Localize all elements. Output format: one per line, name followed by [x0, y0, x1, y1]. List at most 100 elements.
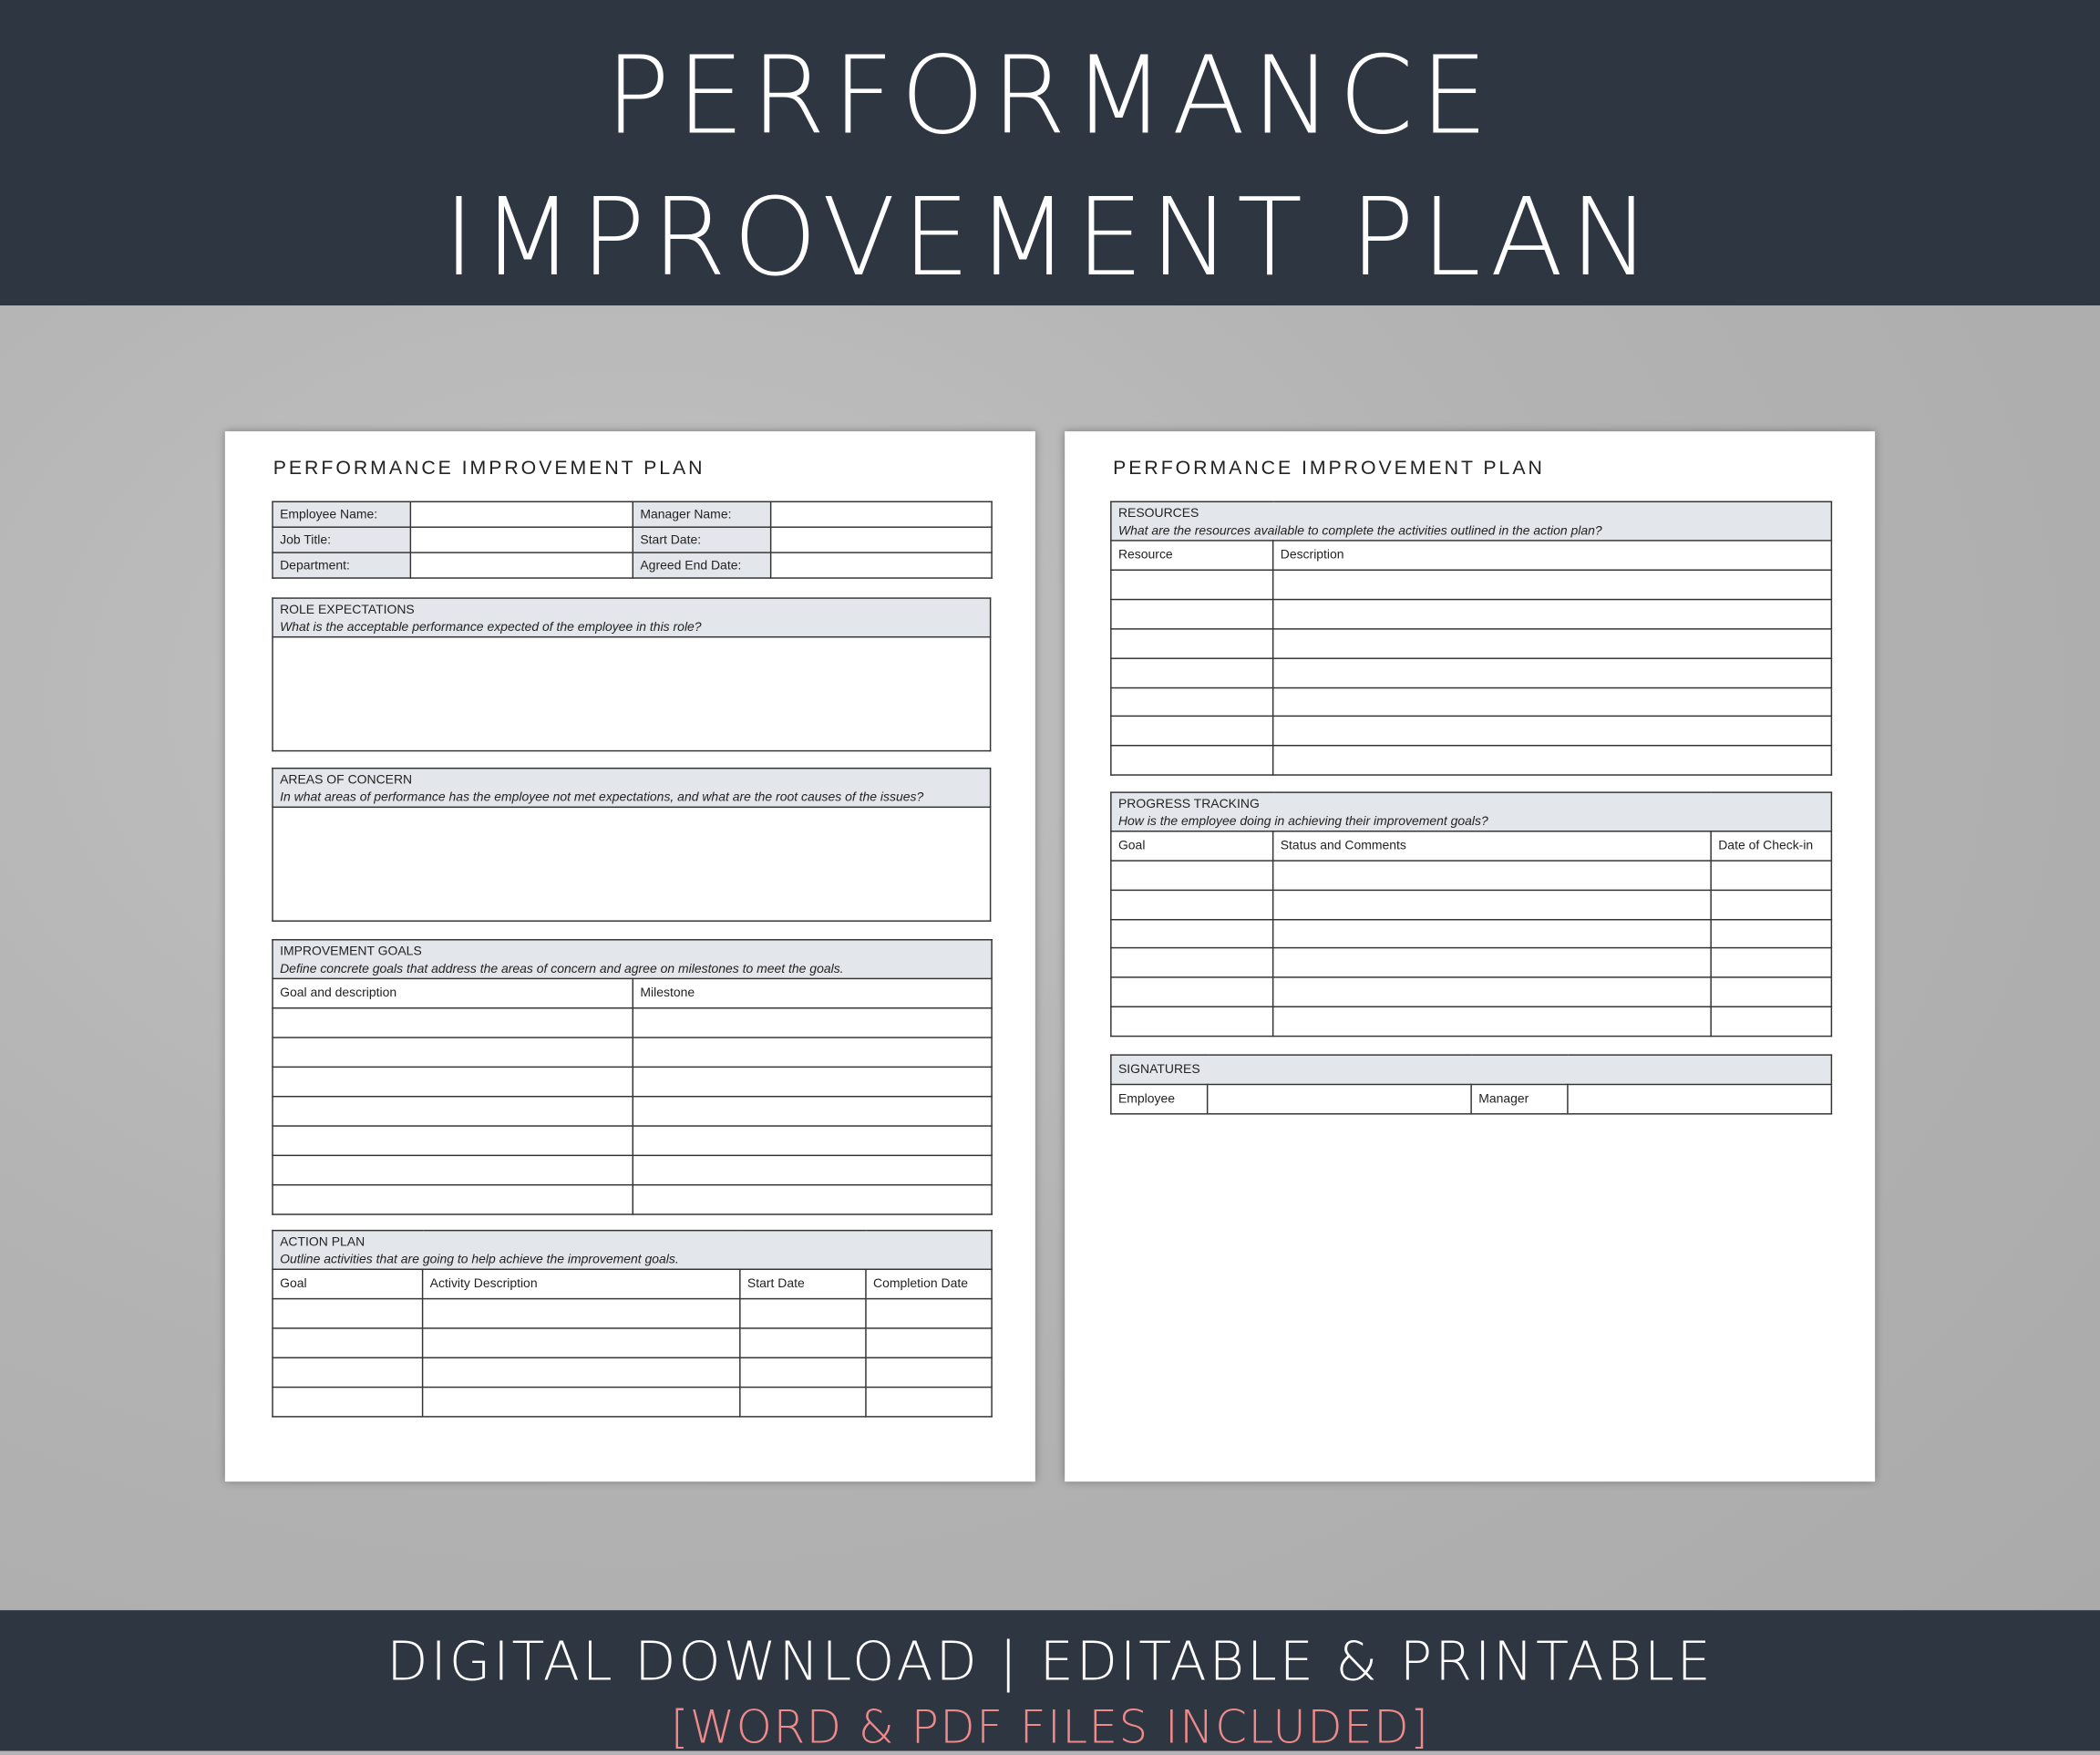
table-cell[interactable] [865, 1357, 993, 1389]
table-cell[interactable] [1710, 1006, 1833, 1037]
table-cell[interactable] [272, 1327, 424, 1358]
table-cell[interactable] [1271, 716, 1833, 747]
table-cell[interactable] [1110, 716, 1274, 747]
start-date-field[interactable] [769, 526, 993, 553]
table-cell[interactable] [272, 1066, 634, 1098]
table-cell[interactable] [1271, 627, 1833, 659]
role-expectations-field[interactable] [272, 635, 992, 752]
table-cell[interactable] [1271, 976, 1712, 1007]
table-cell[interactable] [1110, 627, 1274, 659]
table-cell[interactable] [1271, 889, 1712, 920]
table-cell[interactable] [1271, 656, 1833, 688]
column-header: Status and Comments [1271, 831, 1712, 862]
table-cell[interactable] [865, 1297, 993, 1329]
table-cell[interactable] [739, 1386, 867, 1418]
table-cell[interactable] [632, 1066, 993, 1098]
label-employee-name: Employee Name: [272, 501, 412, 528]
table-cell[interactable] [421, 1327, 741, 1358]
table-cell[interactable] [1110, 947, 1274, 978]
manager-name-field[interactable] [769, 501, 993, 528]
employee-signature-field[interactable] [1206, 1083, 1472, 1115]
column-header: Date of Check-in [1710, 831, 1833, 862]
table-cell[interactable] [1271, 687, 1833, 717]
column-header: Milestone [632, 977, 993, 1009]
table-cell[interactable] [421, 1297, 741, 1329]
table-cell[interactable] [1110, 687, 1274, 717]
table-cell[interactable] [272, 1154, 634, 1186]
table-cell[interactable] [1271, 1006, 1712, 1037]
table-cell[interactable] [272, 1095, 634, 1127]
table-cell[interactable] [421, 1386, 741, 1418]
table-cell[interactable] [865, 1386, 993, 1418]
table-cell[interactable] [1110, 860, 1274, 891]
table-cell[interactable] [1271, 569, 1833, 601]
table-cell[interactable] [632, 1007, 993, 1038]
table-cell[interactable] [1710, 976, 1833, 1007]
column-header: Resource [1110, 540, 1274, 571]
page-title: PERFORMANCE IMPROVEMENT PLAN [273, 458, 705, 480]
table-cell[interactable] [739, 1297, 867, 1329]
areas-of-concern-field[interactable] [272, 806, 992, 922]
table-cell[interactable] [1110, 976, 1274, 1007]
table-cell[interactable] [632, 1037, 993, 1068]
table-cell[interactable] [272, 1386, 424, 1418]
table-cell[interactable] [1110, 569, 1274, 601]
table-cell[interactable] [632, 1183, 993, 1215]
agreed-end-date-field[interactable] [769, 552, 993, 579]
label-agreed-end-date: Agreed End Date: [632, 552, 772, 579]
page-1: PERFORMANCE IMPROVEMENT PLAN Employee Na… [224, 431, 1035, 1482]
column-header: Goal [1110, 831, 1274, 862]
table-cell[interactable] [1271, 860, 1712, 891]
job-title-field[interactable] [409, 526, 634, 553]
table-row [1110, 889, 1833, 920]
table-row [272, 1066, 993, 1098]
section-heading: ACTION PLAN [280, 1234, 365, 1250]
label-manager-name: Manager Name: [632, 501, 772, 528]
table-cell[interactable] [1271, 918, 1712, 949]
table-cell[interactable] [739, 1327, 867, 1358]
table-cell[interactable] [421, 1357, 741, 1389]
table-row [1110, 687, 1833, 717]
table-cell[interactable] [1110, 918, 1274, 949]
label-start-date: Start Date: [632, 526, 772, 553]
manager-signature-field[interactable] [1567, 1083, 1833, 1115]
table-cell[interactable] [739, 1357, 867, 1389]
table-cell[interactable] [1110, 745, 1274, 777]
label-job-title: Job Title: [272, 526, 412, 553]
table-cell[interactable] [272, 1357, 424, 1389]
table-cell[interactable] [1110, 889, 1274, 920]
improvement-goals-table: IMPROVEMENT GOALS Define concrete goals t… [272, 939, 993, 1215]
page-title: PERFORMANCE IMPROVEMENT PLAN [1113, 458, 1545, 480]
table-cell[interactable] [632, 1125, 993, 1157]
table-cell[interactable] [272, 1183, 634, 1215]
column-header: Start Date [739, 1268, 867, 1300]
table-cell[interactable] [1271, 947, 1712, 978]
column-header: Activity Description [421, 1268, 741, 1300]
table-cell[interactable] [272, 1125, 634, 1157]
table-cell[interactable] [1271, 745, 1833, 777]
table-cell[interactable] [1710, 918, 1833, 949]
table-cell[interactable] [1710, 860, 1833, 891]
table-row [1110, 918, 1833, 949]
table-row [272, 1386, 993, 1418]
table-cell[interactable] [1710, 889, 1833, 920]
table-cell[interactable] [1110, 1006, 1274, 1037]
table-row [272, 1095, 993, 1127]
table-cell[interactable] [272, 1297, 424, 1329]
table-cell[interactable] [632, 1095, 993, 1127]
page-2: PERFORMANCE IMPROVEMENT PLAN RESOURCES Wh… [1065, 431, 1876, 1482]
table-cell[interactable] [1110, 598, 1274, 630]
label-employee: Employee [1110, 1083, 1209, 1115]
table-cell[interactable] [1110, 656, 1274, 688]
table-row [1110, 656, 1833, 688]
table-cell[interactable] [632, 1154, 993, 1186]
department-field[interactable] [409, 552, 634, 579]
table-cell[interactable] [272, 1007, 634, 1038]
table-row [1110, 947, 1833, 978]
table-cell[interactable] [272, 1037, 634, 1068]
employee-name-field[interactable] [409, 501, 634, 528]
label-department: Department: [272, 552, 412, 579]
table-cell[interactable] [1271, 598, 1833, 630]
table-cell[interactable] [1710, 947, 1833, 978]
table-cell[interactable] [865, 1327, 993, 1358]
